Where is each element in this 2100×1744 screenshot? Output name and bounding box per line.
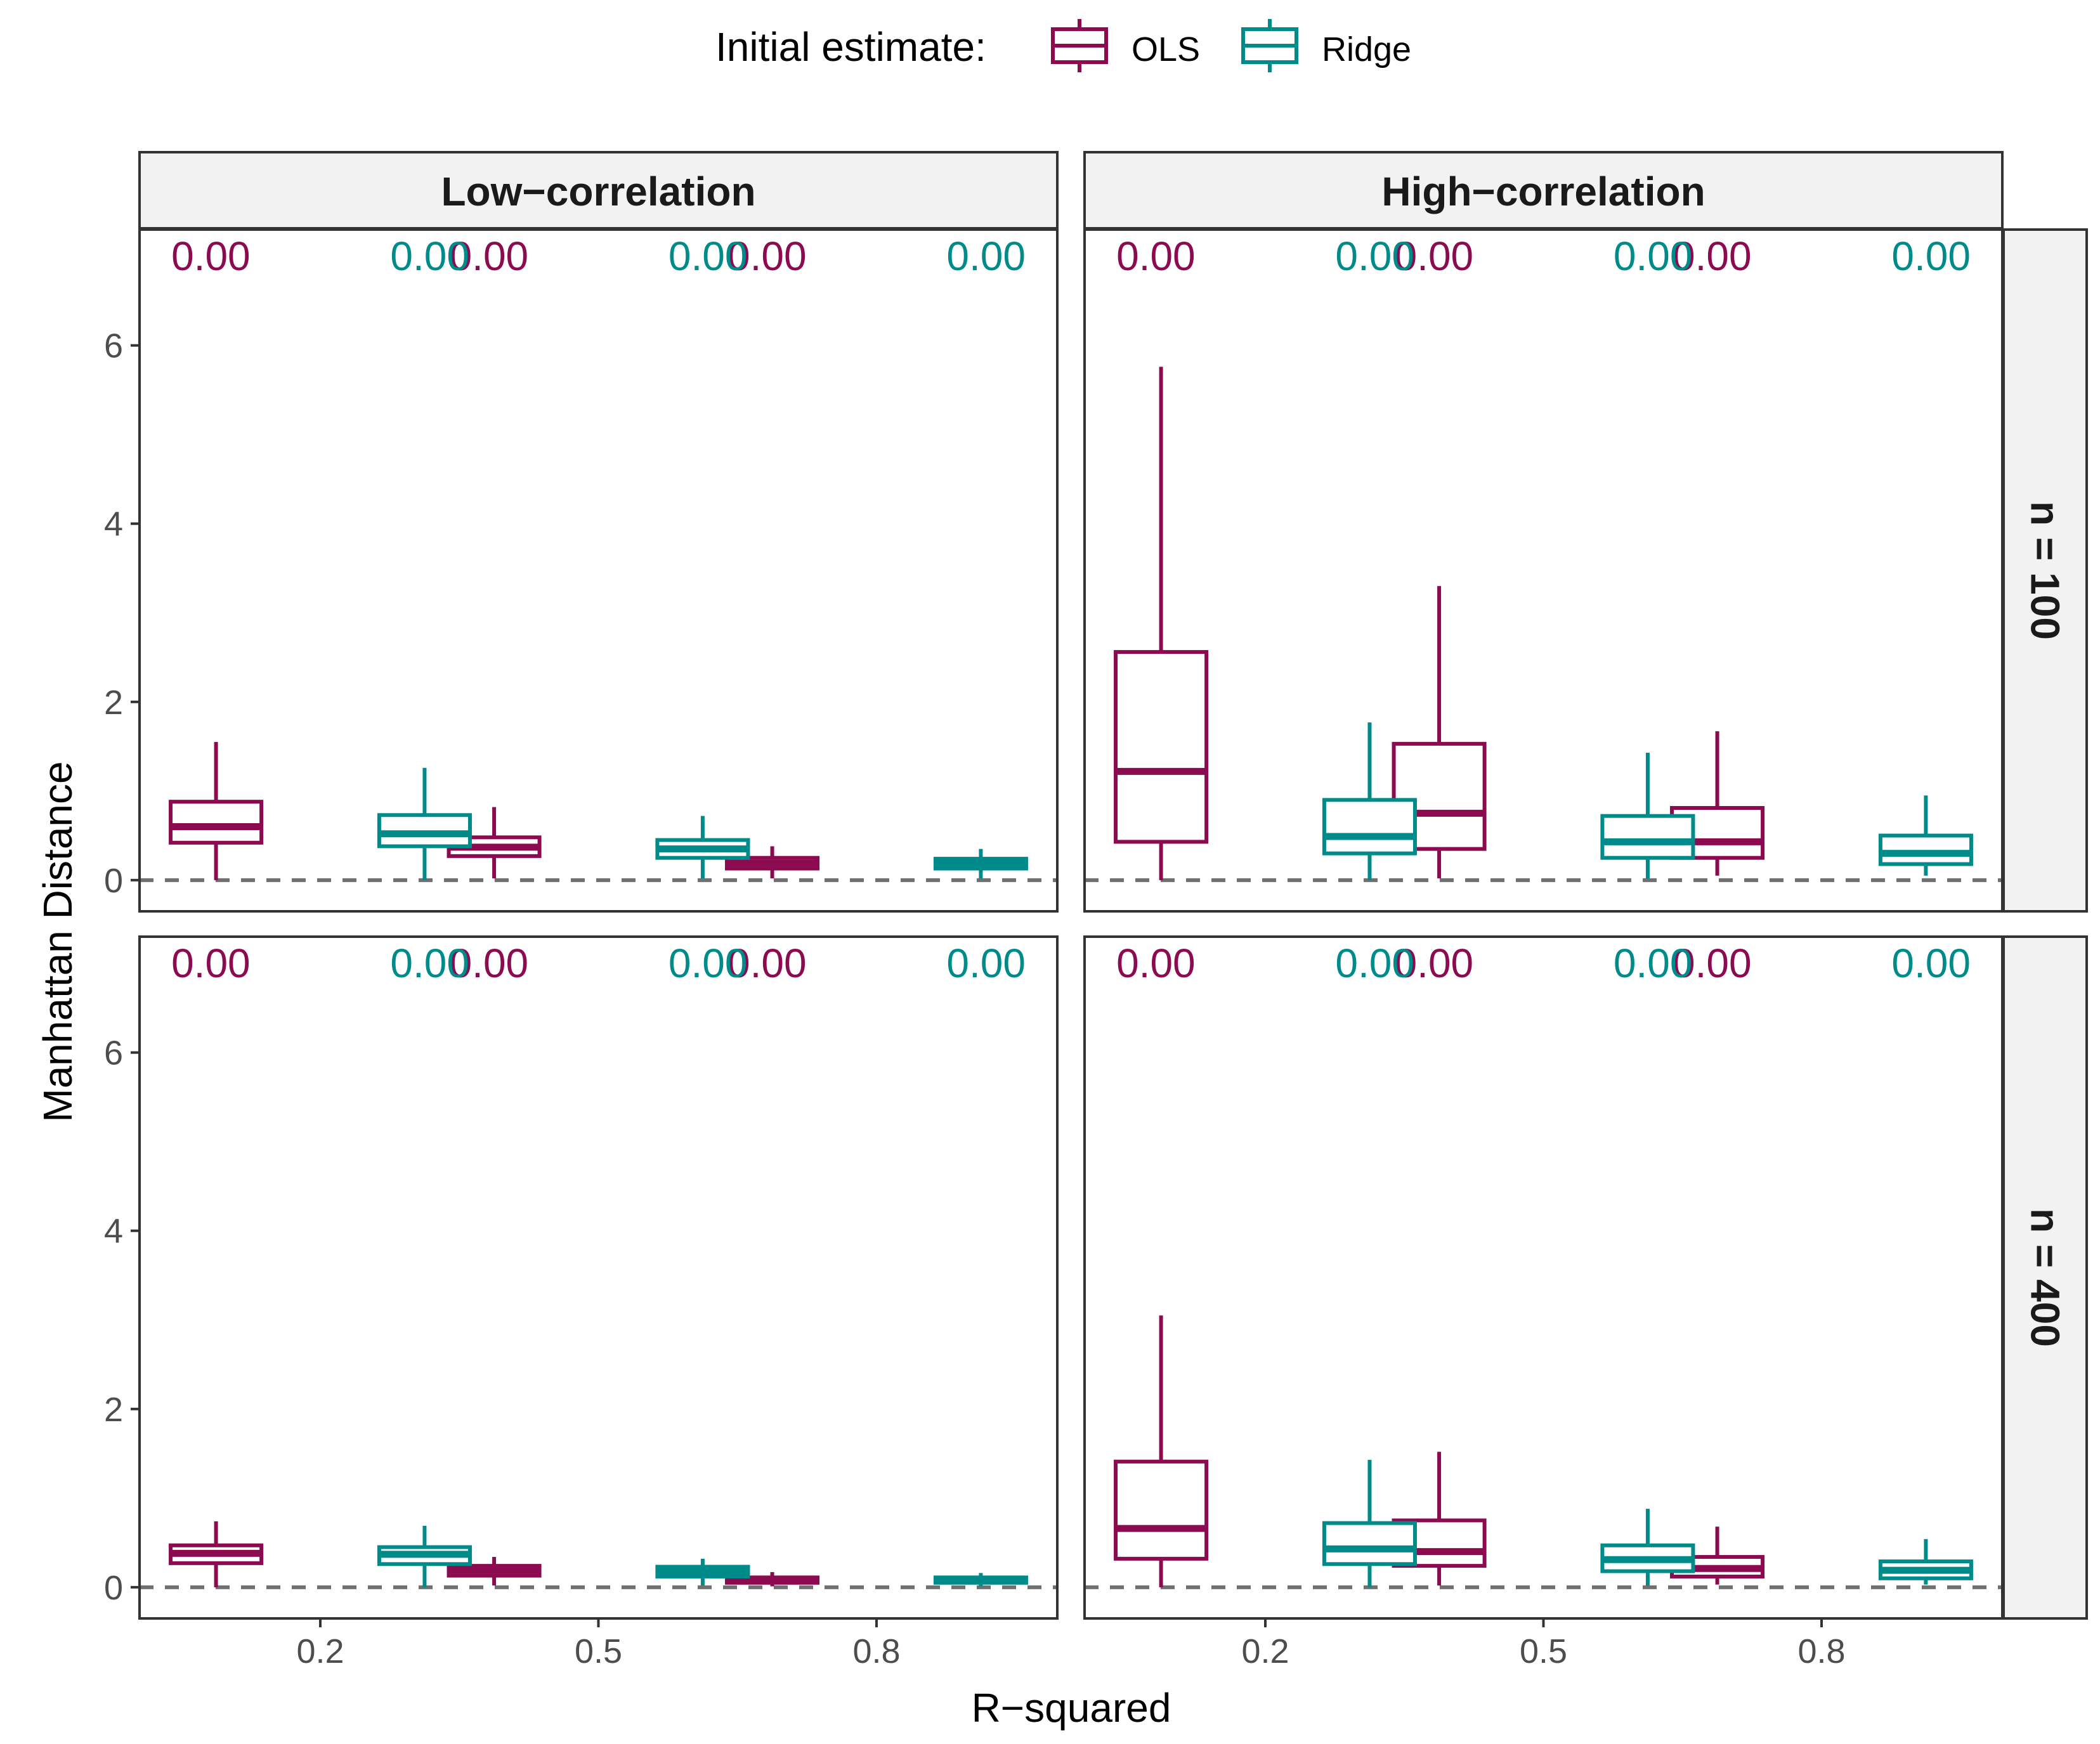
box-iqr: [1114, 1459, 1209, 1561]
box-iqr: [1114, 650, 1209, 844]
annotation-ols: 0.00: [171, 940, 251, 986]
facet-panel: 0.00 0.00 0.000.00 0.00 0.000.2 0.5 0.8: [1083, 935, 2004, 1670]
box-ridge-0.2: [377, 1525, 472, 1587]
y-tick-label: 4: [104, 505, 123, 543]
annotation-ridge: 0.00: [1335, 940, 1414, 986]
annotation-ridge: 0.00: [1335, 233, 1414, 279]
annotation-ols: 0.00: [727, 233, 807, 279]
box-ridge-0.8: [1878, 795, 1973, 876]
facet-row-label: n = 100: [2023, 501, 2068, 640]
annotation-ridge: 0.00: [390, 233, 469, 279]
facet-panel: 0.00 0.00 0.000.00 0.00 0.00: [1083, 228, 2004, 913]
x-tick-label: 0.8: [852, 1632, 900, 1670]
facet-strip-col-2: High−correlation: [1083, 151, 2004, 230]
y-tick-label: 2: [104, 684, 123, 722]
x-tick-label: 0.2: [1241, 1632, 1289, 1670]
annotation-ols: 0.00: [450, 233, 529, 279]
facet-strip-row-1: n = 100: [2002, 228, 2088, 913]
y-tick-label: 4: [104, 1213, 123, 1251]
annotation-ols: 0.00: [1395, 940, 1474, 986]
box-ols-0.2: [1114, 367, 1209, 880]
y-axis-title: Manhattan Distance: [35, 761, 81, 1122]
annotation-ridge: 0.00: [1614, 233, 1693, 279]
facet-strip-col-1: Low−correlation: [138, 151, 1059, 230]
box-ridge-0.8: [933, 1573, 1028, 1587]
x-tick-label: 0.2: [296, 1632, 344, 1670]
annotation-ols: 0.00: [1116, 233, 1196, 279]
legend-item-ridge: Ridge: [1241, 19, 1411, 72]
box-ols-0.2: [1114, 1315, 1209, 1587]
facet-row-label: n = 400: [2023, 1208, 2068, 1347]
annotation-ols: 0.00: [1673, 233, 1752, 279]
y-tick-label: 6: [104, 1034, 123, 1072]
annotation-ridge: 0.00: [668, 940, 748, 986]
annotation-ols: 0.00: [727, 940, 807, 986]
box-ridge-0.2: [377, 767, 472, 880]
facet-panels: Low−correlation High−correlation n = 100 n …: [104, 151, 2088, 1670]
x-tick-label: 0.5: [1520, 1632, 1567, 1670]
x-axis-title: R−squared: [972, 1685, 1171, 1731]
annotation-ols: 0.00: [1673, 940, 1752, 986]
box-ols-0.8: [725, 846, 820, 879]
panel-border: [1083, 228, 2004, 913]
box-ridge-0.2: [1322, 1459, 1417, 1587]
annotation-ols: 0.00: [450, 940, 529, 986]
box-iqr: [1322, 1521, 1417, 1566]
legend-item-ols: OLS: [1051, 19, 1200, 72]
facet-col-label: Low−correlation: [441, 169, 755, 214]
box-iqr: [1600, 814, 1695, 860]
annotation-ridge: 0.00: [946, 940, 1026, 986]
box-iqr: [1322, 798, 1417, 856]
legend-title: Initial estimate:: [715, 24, 986, 70]
annotation-ridge: 0.00: [390, 940, 469, 986]
facet-strip-row-2: n = 400: [2002, 935, 2088, 1620]
annotation-ridge: 0.00: [1614, 940, 1693, 986]
box-ridge-0.2: [1322, 722, 1417, 880]
box-ridge-0.5: [655, 1558, 750, 1586]
annotation-ridge: 0.00: [668, 233, 748, 279]
box-ols-0.8: [725, 1572, 820, 1587]
box-ols-0.5: [447, 1557, 542, 1586]
annotation-ridge: 0.00: [1891, 940, 1971, 986]
box-ridge-0.8: [933, 849, 1028, 879]
box-ridge-0.8: [1878, 1539, 1973, 1585]
annotation-ols: 0.00: [1395, 233, 1474, 279]
x-tick-label: 0.5: [575, 1632, 622, 1670]
annotation-ridge: 0.00: [946, 233, 1026, 279]
y-tick-label: 2: [104, 1391, 123, 1429]
y-tick-label: 0: [104, 1569, 123, 1607]
box-iqr: [1878, 833, 1973, 866]
box-ridge-0.5: [655, 816, 750, 879]
annotation-ridge: 0.00: [1891, 233, 1971, 279]
annotation-ols: 0.00: [1116, 940, 1196, 986]
box-ols-0.2: [169, 742, 264, 880]
x-tick-label: 0.8: [1797, 1632, 1845, 1670]
box-ols-0.2: [169, 1521, 264, 1587]
panel-background: [1085, 937, 2002, 1618]
panel-border: [138, 228, 1059, 913]
annotation-ols: 0.00: [171, 233, 251, 279]
facet-col-label: High−correlation: [1381, 169, 1705, 214]
legend: Initial estimate: OLS Ridge: [715, 19, 1411, 72]
y-tick-label: 0: [104, 862, 123, 900]
legend-label: Ridge: [1322, 30, 1411, 68]
box-ridge-0.5: [1600, 1509, 1695, 1586]
panel-background: [1085, 230, 2002, 911]
panel-background: [140, 230, 1057, 911]
box-iqr: [169, 800, 264, 845]
legend-label: OLS: [1132, 30, 1200, 68]
box-ridge-0.5: [1600, 752, 1695, 879]
y-tick-label: 6: [104, 327, 123, 365]
panel-background: [140, 937, 1057, 1618]
